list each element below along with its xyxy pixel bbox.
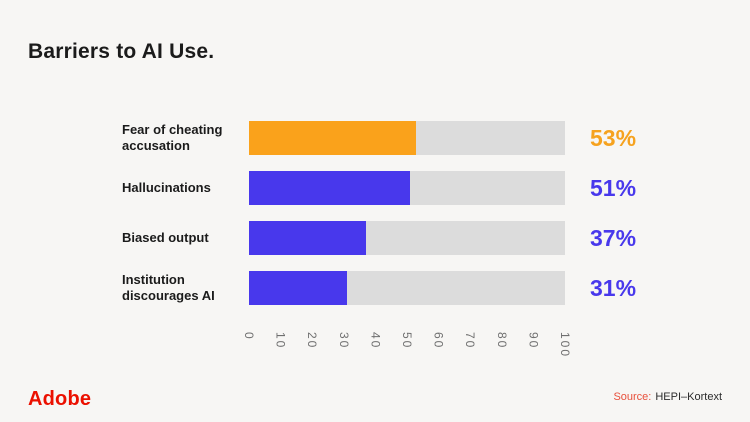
bar-track <box>249 171 565 205</box>
bar-value: 37% <box>590 224 637 251</box>
x-tick-label: 50 <box>400 332 414 350</box>
bar-label: Biased output <box>122 229 209 245</box>
bar-fill <box>249 121 417 155</box>
bar-label: Institution discourages AI <box>122 271 215 303</box>
x-tick-label: 60 <box>431 332 446 350</box>
bar-label: Fear of cheating accusation <box>122 121 223 153</box>
x-tick-label: 10 <box>273 332 288 350</box>
x-tick-label: 90 <box>526 332 541 350</box>
x-tick-label: 80 <box>494 332 509 350</box>
bar-value: 31% <box>590 274 637 301</box>
bar-rows: Fear of cheating accusation 53% Hallucin… <box>0 121 750 305</box>
chart-title: Barriers to AI Use. <box>28 40 215 63</box>
source-value: HEPI–Kortext <box>655 391 722 403</box>
source-label: Source: <box>613 391 652 403</box>
x-tick-label: 100 <box>558 332 572 359</box>
bar-chart: Fear of cheating accusation 53% Hallucin… <box>0 121 750 358</box>
bar-row: Hallucinations 51% <box>0 171 750 205</box>
bar-row: Fear of cheating accusation 53% <box>0 121 750 155</box>
bar-track <box>249 271 565 305</box>
bar-fill <box>249 221 366 255</box>
x-tick-label: 20 <box>305 332 320 350</box>
bar-row: Biased output 37% <box>0 221 750 255</box>
bar-fill <box>249 271 347 305</box>
x-tick-label: 0 <box>242 332 256 341</box>
x-axis-ticks: 0 10 20 30 40 50 60 70 80 90 100 <box>242 332 572 372</box>
bar-value: 51% <box>590 174 637 201</box>
adobe-logo: Adobe <box>28 388 92 410</box>
x-tick-label: 30 <box>336 332 351 350</box>
source-note: Source: HEPI–Kortext <box>613 391 722 403</box>
bar-fill <box>249 171 411 205</box>
x-tick-label: 70 <box>463 332 478 350</box>
bar-track <box>249 121 565 155</box>
x-tick-label: 40 <box>368 332 383 350</box>
bar-value: 53% <box>590 124 637 151</box>
bar-label: Hallucinations <box>122 179 211 195</box>
bar-track <box>249 221 565 255</box>
bar-row: Institution discourages AI 31% <box>0 271 750 305</box>
